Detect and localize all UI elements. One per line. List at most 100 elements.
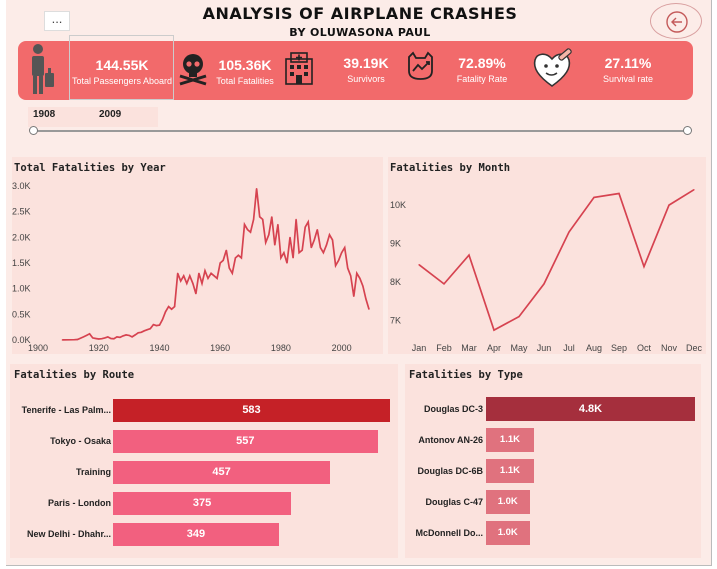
bar-category-label: Douglas DC-3 xyxy=(423,403,483,414)
year-data-point xyxy=(119,336,121,339)
back-button[interactable] xyxy=(650,3,702,39)
year-data-point xyxy=(289,236,291,238)
kpi-label-survivors: Survivors xyxy=(347,74,385,84)
year-data-point xyxy=(183,275,185,277)
bar-category-label: New Delhi - Dhahr... xyxy=(26,529,111,539)
slider-start-handle[interactable] xyxy=(29,126,38,135)
x-tick-label: Jan xyxy=(412,343,427,353)
x-tick-label: Jun xyxy=(537,343,552,353)
kpi-label-fatalities: Total Fatalities xyxy=(216,76,274,86)
type-chart-title: Fatalities by Type xyxy=(409,369,523,381)
bar[interactable]: 1.1K xyxy=(486,459,534,483)
bar-category-label: Tokyo - Osaka xyxy=(50,436,111,446)
year-data-point xyxy=(283,252,285,254)
bar-category-label: Paris - London xyxy=(48,498,111,508)
kpi-banner xyxy=(18,41,693,100)
year-data-point xyxy=(338,259,340,262)
kpi-label-passengers: Total Passengers Aboard xyxy=(71,76,173,86)
bar-value-label: 349 xyxy=(186,528,206,540)
year-data-point xyxy=(316,229,318,231)
year-data-point xyxy=(204,270,206,272)
year-data-point xyxy=(189,275,191,277)
year-data-point xyxy=(155,325,158,327)
month-data-point xyxy=(618,192,620,195)
month-chart-title: Fatalities by Month xyxy=(390,162,511,174)
bar[interactable]: 457 xyxy=(113,461,331,484)
year-data-point xyxy=(101,338,103,340)
bar-value-label: 457 xyxy=(212,466,231,478)
y-tick-label: 2.5K xyxy=(12,207,31,217)
year-slicer xyxy=(28,107,158,127)
year-data-point xyxy=(280,257,282,259)
bar[interactable]: 375 xyxy=(113,492,292,515)
year-data-point xyxy=(298,252,300,254)
year-data-point xyxy=(82,336,85,338)
year-data-point xyxy=(313,239,315,241)
year-data-point xyxy=(344,247,346,249)
bar[interactable]: 349 xyxy=(113,523,279,546)
y-tick-label: 9K xyxy=(390,239,401,249)
year-data-point xyxy=(110,337,112,340)
month-data-point xyxy=(568,231,570,233)
slicer-end-year[interactable]: 2009 xyxy=(99,109,122,120)
page-title: ANALYSIS OF AIRPLANE CRASHES xyxy=(202,4,518,23)
year-data-point xyxy=(174,306,176,308)
x-tick-label: 1920 xyxy=(89,343,109,353)
skull-crossbones-icon xyxy=(179,54,207,86)
year-data-point xyxy=(134,334,136,336)
year-data-point xyxy=(252,218,255,220)
bar-value-label: 4.8K xyxy=(578,403,603,415)
year-data-point xyxy=(67,339,69,341)
year-data-point xyxy=(246,229,249,231)
year-data-point xyxy=(158,324,161,326)
year-data-point xyxy=(362,285,364,287)
year-data-point xyxy=(249,231,252,233)
month-data-point xyxy=(668,204,670,206)
bar[interactable]: 1.0K xyxy=(486,490,530,514)
slicer-start-year[interactable]: 1908 xyxy=(33,109,56,120)
x-tick-label: 1940 xyxy=(149,343,169,353)
month-data-point xyxy=(468,254,470,256)
month-data-point xyxy=(418,264,420,266)
year-data-point xyxy=(192,282,194,285)
year-data-point xyxy=(365,298,367,300)
route-chart-title: Fatalities by Route xyxy=(14,369,135,381)
year-data-point xyxy=(128,334,130,336)
year-data-point xyxy=(353,295,355,297)
x-tick-label: Nov xyxy=(661,343,678,353)
kpi-card-passengers[interactable] xyxy=(69,35,174,100)
y-tick-label: 10K xyxy=(390,200,406,210)
bar-value-label: 1.1K xyxy=(499,465,520,476)
bar[interactable]: 583 xyxy=(113,399,390,422)
y-tick-label: 8K xyxy=(390,277,401,287)
year-data-point xyxy=(122,335,124,337)
year-data-point xyxy=(107,336,109,338)
month-line-chart[interactable]: 7K 8K 9K 10K Jan Feb Mar Apr May Jun Jul Aug Sep Oct N… xyxy=(388,174,706,354)
year-data-point xyxy=(207,277,209,279)
bar[interactable]: 4.8K xyxy=(486,397,695,421)
bar[interactable]: 557 xyxy=(113,430,378,453)
year-data-point xyxy=(265,241,267,244)
year-data-point xyxy=(259,216,261,218)
year-data-point xyxy=(334,264,337,267)
fatalities-by-month-line xyxy=(418,188,695,332)
year-line-chart[interactable]: 0.0K 0.5K 1.0K 1.5K 2.0K 2.5K 3.0K 1900 1920 1940… xyxy=(12,174,383,354)
bar[interactable]: 1.1K xyxy=(486,428,534,452)
x-tick-label: 1980 xyxy=(271,343,291,353)
kpi-value-passengers: 144.55K xyxy=(95,57,149,73)
year-data-point xyxy=(231,272,233,274)
year-data-point xyxy=(347,267,349,269)
year-data-point xyxy=(125,334,127,336)
y-tick-label: 2.0K xyxy=(12,232,31,242)
year-data-point xyxy=(131,336,133,338)
bar-value-label: 583 xyxy=(242,404,261,416)
year-data-point xyxy=(359,277,361,279)
year-data-point xyxy=(98,338,100,340)
slider-end-handle[interactable] xyxy=(683,126,692,135)
bar-category-label: Douglas DC-6B xyxy=(417,465,483,476)
year-data-point xyxy=(137,332,139,334)
bar[interactable]: 1.0K xyxy=(486,521,530,545)
slider-track[interactable] xyxy=(33,130,687,132)
more-options-button[interactable]: ... xyxy=(44,11,70,31)
year-data-point xyxy=(140,331,142,333)
